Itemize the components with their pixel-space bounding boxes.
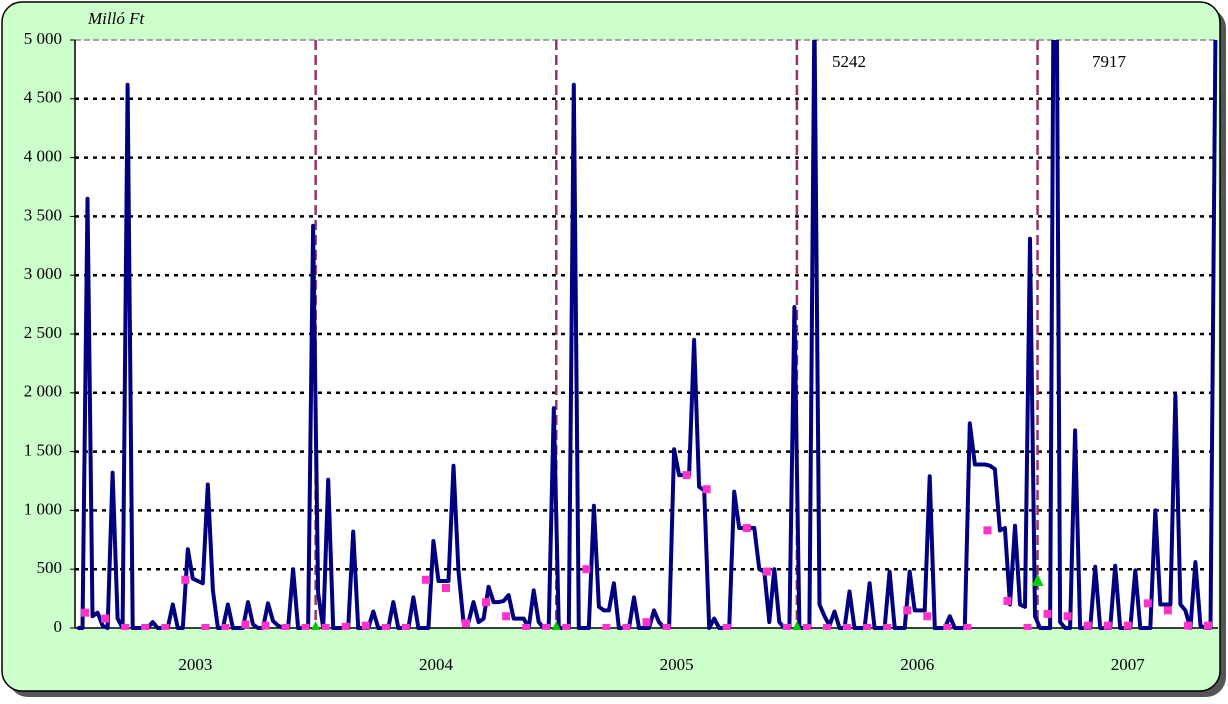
marker-triangle: [551, 621, 561, 630]
y-tick-label: 2 500: [24, 323, 62, 342]
y-tick-label: 3 000: [24, 264, 62, 283]
marker-square: [822, 624, 831, 630]
marker-square: [782, 624, 791, 630]
marker-square: [983, 526, 992, 535]
marker-square: [161, 624, 170, 630]
marker-square: [903, 606, 912, 615]
marker-square: [482, 598, 491, 607]
marker-square: [502, 612, 511, 621]
marker-square: [1083, 621, 1092, 630]
marker-square: [441, 584, 450, 593]
marker-square: [201, 624, 210, 630]
annotation: 5242: [832, 52, 866, 71]
marker-square: [1103, 621, 1112, 630]
x-tick-label: 2005: [660, 655, 694, 674]
marker-square: [361, 621, 370, 630]
marker-square: [742, 524, 751, 533]
marker-square: [1123, 621, 1132, 630]
x-tick-label: 2006: [900, 655, 934, 674]
marker-square: [321, 624, 330, 630]
marker-triangle: [311, 621, 321, 630]
marker-square: [883, 624, 892, 630]
marker-square: [1003, 596, 1012, 605]
marker-square: [682, 471, 691, 480]
y-tick-label: 1 500: [24, 441, 62, 460]
marker-square: [722, 624, 731, 630]
x-tick-label: 2003: [178, 655, 212, 674]
x-tick-label: 2007: [1111, 655, 1146, 674]
plot-group: [77, 40, 1218, 630]
marker-square: [1043, 609, 1052, 618]
y-tick-label: 5 000: [24, 29, 62, 48]
marker-square: [301, 624, 310, 630]
marker-square: [1203, 621, 1212, 630]
marker-square: [281, 624, 290, 630]
y-tick-label: 1 000: [24, 499, 62, 518]
marker-square: [602, 624, 611, 630]
marker-triangle: [792, 621, 802, 630]
marker-square: [81, 608, 90, 617]
marker-square: [341, 622, 350, 630]
marker-square: [462, 619, 471, 628]
y-tick-label: 4 500: [24, 88, 62, 107]
marker-square: [401, 624, 410, 630]
marker-square: [121, 624, 130, 630]
y-tick-label: 4 000: [24, 147, 62, 166]
marker-square: [1183, 621, 1192, 630]
marker-square: [923, 612, 932, 621]
marker-square: [802, 624, 811, 630]
marker-square: [221, 624, 230, 630]
marker-square: [843, 624, 852, 630]
y-tick-label: 2 000: [24, 382, 62, 401]
marker-square: [421, 575, 430, 584]
data-line: [77, 40, 1218, 630]
marker-square: [542, 624, 551, 630]
marker-square: [1063, 612, 1072, 621]
marker-square: [863, 624, 872, 630]
marker-square: [642, 618, 651, 627]
y-tick-label: 3 500: [24, 205, 62, 224]
y-tick-label: 500: [37, 558, 63, 577]
marker-square: [101, 614, 110, 623]
marker-square: [1143, 599, 1152, 608]
marker-square: [622, 624, 631, 630]
marker-square: [762, 567, 771, 576]
marker-triangle: [1031, 573, 1044, 586]
marker-square: [141, 624, 150, 630]
y-tick-label: 0: [54, 617, 63, 636]
marker-square: [1163, 606, 1172, 615]
x-tick-label: 2004: [419, 655, 454, 674]
marker-square: [241, 620, 250, 629]
marker-square: [662, 624, 671, 630]
marker-square: [702, 485, 711, 494]
marker-square: [963, 624, 972, 630]
y-axis-unit: Milló Ft: [87, 9, 145, 28]
marker-square: [562, 624, 571, 630]
marker-square: [181, 575, 190, 584]
marker-square: [261, 621, 270, 630]
marker-square: [522, 624, 531, 630]
marker-square: [943, 624, 952, 630]
marker-square: [582, 565, 591, 574]
marker-square: [1023, 624, 1032, 630]
marker-square: [381, 624, 390, 630]
annotation: 7917: [1092, 52, 1127, 71]
